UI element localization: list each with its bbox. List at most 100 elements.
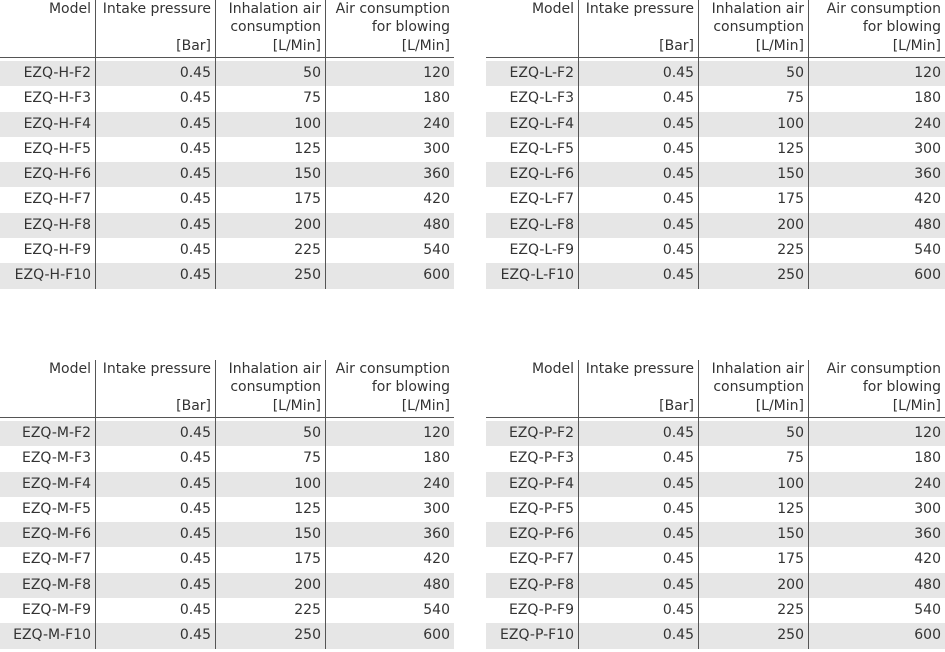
- table-row: EZQ-P-F6 0.45 150 360: [486, 522, 945, 548]
- cell-inhalation-air: 225: [294, 602, 321, 619]
- cell-intake-pressure: 0.45: [662, 90, 694, 107]
- cell-intake-pressure: 0.45: [662, 242, 694, 259]
- cell-intake-pressure: 0.45: [179, 551, 211, 568]
- table-row: EZQ-P-F10 0.45 250 600: [486, 623, 945, 649]
- cell-air-blowing: 120: [914, 425, 941, 441]
- table-row: EZQ-H-F2 0.45 50 120: [0, 61, 454, 87]
- cell-inhalation-air: 75: [303, 90, 321, 107]
- header-inhalation-air: Inhalation air consumption [L/Min]: [215, 0, 325, 57]
- table-row: EZQ-M-F10 0.45 250 600: [0, 623, 454, 649]
- table-row: EZQ-L-F10 0.45 250 600: [486, 263, 945, 289]
- cell-intake-pressure: 0.45: [179, 216, 211, 233]
- cell-model: EZQ-H-F10: [14, 267, 91, 284]
- table-row: EZQ-M-F2 0.45 50 120: [0, 421, 454, 447]
- table-row: EZQ-M-F3 0.45 75 180: [0, 446, 454, 471]
- header-air-blowing: Air consumption for blowing [L/Min]: [325, 360, 454, 417]
- cell-inhalation-air: 200: [294, 216, 321, 233]
- table-header: Model Intake pressure [Bar] Inhalation air c…: [0, 360, 454, 418]
- column-divider: [95, 418, 96, 649]
- cell-inhalation-air: 200: [294, 576, 321, 593]
- cell-air-blowing: 180: [914, 450, 941, 467]
- cell-model: EZQ-H-F4: [23, 115, 91, 132]
- cell-model: EZQ-L-F7: [509, 191, 574, 208]
- cell-inhalation-air: 125: [294, 500, 321, 517]
- cell-intake-pressure: 0.45: [662, 475, 694, 492]
- cell-intake-pressure: 0.45: [662, 526, 694, 543]
- cell-intake-pressure: 0.45: [662, 627, 694, 644]
- cell-inhalation-air: 150: [777, 526, 804, 543]
- cell-intake-pressure: 0.45: [662, 551, 694, 568]
- cell-inhalation-air: 175: [294, 551, 321, 568]
- column-divider: [95, 58, 96, 289]
- cell-model: EZQ-L-F10: [500, 267, 574, 284]
- cell-intake-pressure: 0.45: [662, 216, 694, 233]
- header-title-line2: consumption: [713, 379, 804, 395]
- header-title: Inhalation air: [711, 1, 804, 17]
- cell-intake-pressure: 0.45: [179, 65, 211, 81]
- header-title: Intake pressure: [585, 1, 694, 17]
- table-row: EZQ-P-F7 0.45 175 420: [486, 547, 945, 572]
- cell-air-blowing: 540: [914, 602, 941, 619]
- cell-model: EZQ-L-F9: [509, 242, 574, 259]
- table-header: Model Intake pressure [Bar] Inhalation air c…: [486, 360, 945, 418]
- header-inhalation-air: Inhalation air consumption [L/Min]: [698, 360, 808, 417]
- table-row: EZQ-L-F2 0.45 50 120: [486, 61, 945, 87]
- cell-inhalation-air: 75: [786, 90, 804, 107]
- table-row: EZQ-H-F3 0.45 75 180: [0, 86, 454, 111]
- cell-model: EZQ-M-F10: [13, 627, 91, 644]
- table-row: EZQ-H-F7 0.45 175 420: [0, 187, 454, 212]
- cell-air-blowing: 600: [914, 627, 941, 644]
- header-title: Model: [48, 361, 91, 377]
- header-unit: [Bar]: [176, 398, 211, 414]
- header-title: Model: [48, 1, 91, 17]
- cell-model: EZQ-M-F7: [22, 551, 91, 568]
- table-row: EZQ-H-F8 0.45 200 480: [0, 212, 454, 239]
- table-row: EZQ-M-F8 0.45 200 480: [0, 572, 454, 599]
- table-row: EZQ-M-F6 0.45 150 360: [0, 522, 454, 548]
- cell-inhalation-air: 150: [294, 526, 321, 543]
- table-body: EZQ-M-F2 0.45 50 120 EZQ-M-F3 0.45 75 180 EZQ-M-…: [0, 418, 454, 649]
- header-inhalation-air: Inhalation air consumption [L/Min]: [698, 0, 808, 57]
- cell-intake-pressure: 0.45: [662, 166, 694, 183]
- cell-air-blowing: 360: [914, 166, 941, 183]
- cell-intake-pressure: 0.45: [179, 90, 211, 107]
- table-header: Model Intake pressure [Bar] Inhalation air c…: [0, 0, 454, 58]
- cell-inhalation-air: 50: [786, 425, 804, 441]
- cell-inhalation-air: 100: [777, 475, 804, 492]
- cell-intake-pressure: 0.45: [179, 602, 211, 619]
- cell-intake-pressure: 0.45: [179, 576, 211, 593]
- cell-inhalation-air: 125: [777, 140, 804, 157]
- table-row: EZQ-H-F6 0.45 150 360: [0, 162, 454, 188]
- header-intake-pressure: Intake pressure [Bar]: [578, 0, 698, 57]
- cell-air-blowing: 180: [423, 90, 450, 107]
- header-title: Model: [531, 361, 574, 377]
- table-row: EZQ-M-F9 0.45 225 540: [0, 598, 454, 623]
- cell-air-blowing: 180: [423, 450, 450, 467]
- header-intake-pressure: Intake pressure [Bar]: [95, 0, 215, 57]
- header-unit: [Bar]: [659, 38, 694, 54]
- cell-intake-pressure: 0.45: [662, 500, 694, 517]
- header-title: Inhalation air: [228, 1, 321, 17]
- cell-intake-pressure: 0.45: [179, 425, 211, 441]
- header-air-blowing: Air consumption for blowing [L/Min]: [325, 0, 454, 57]
- cell-inhalation-air: 175: [777, 191, 804, 208]
- header-model: Model: [486, 0, 578, 57]
- header-unit: [L/Min]: [272, 398, 321, 414]
- cell-air-blowing: 540: [914, 242, 941, 259]
- cell-intake-pressure: 0.45: [662, 425, 694, 441]
- column-divider: [215, 58, 216, 289]
- column-divider: [808, 58, 809, 289]
- cell-air-blowing: 360: [423, 526, 450, 543]
- table-row: EZQ-M-F7 0.45 175 420: [0, 547, 454, 572]
- cell-inhalation-air: 225: [294, 242, 321, 259]
- cell-model: EZQ-P-F4: [508, 475, 574, 492]
- cell-inhalation-air: 250: [777, 267, 804, 284]
- header-title: Air consumption: [826, 1, 941, 17]
- cell-intake-pressure: 0.45: [179, 627, 211, 644]
- cell-inhalation-air: 175: [294, 191, 321, 208]
- cell-inhalation-air: 50: [303, 425, 321, 441]
- cell-model: EZQ-P-F7: [508, 551, 574, 568]
- cell-model: EZQ-H-F5: [23, 140, 91, 157]
- cell-air-blowing: 480: [914, 216, 941, 233]
- header-unit: [L/Min]: [401, 398, 450, 414]
